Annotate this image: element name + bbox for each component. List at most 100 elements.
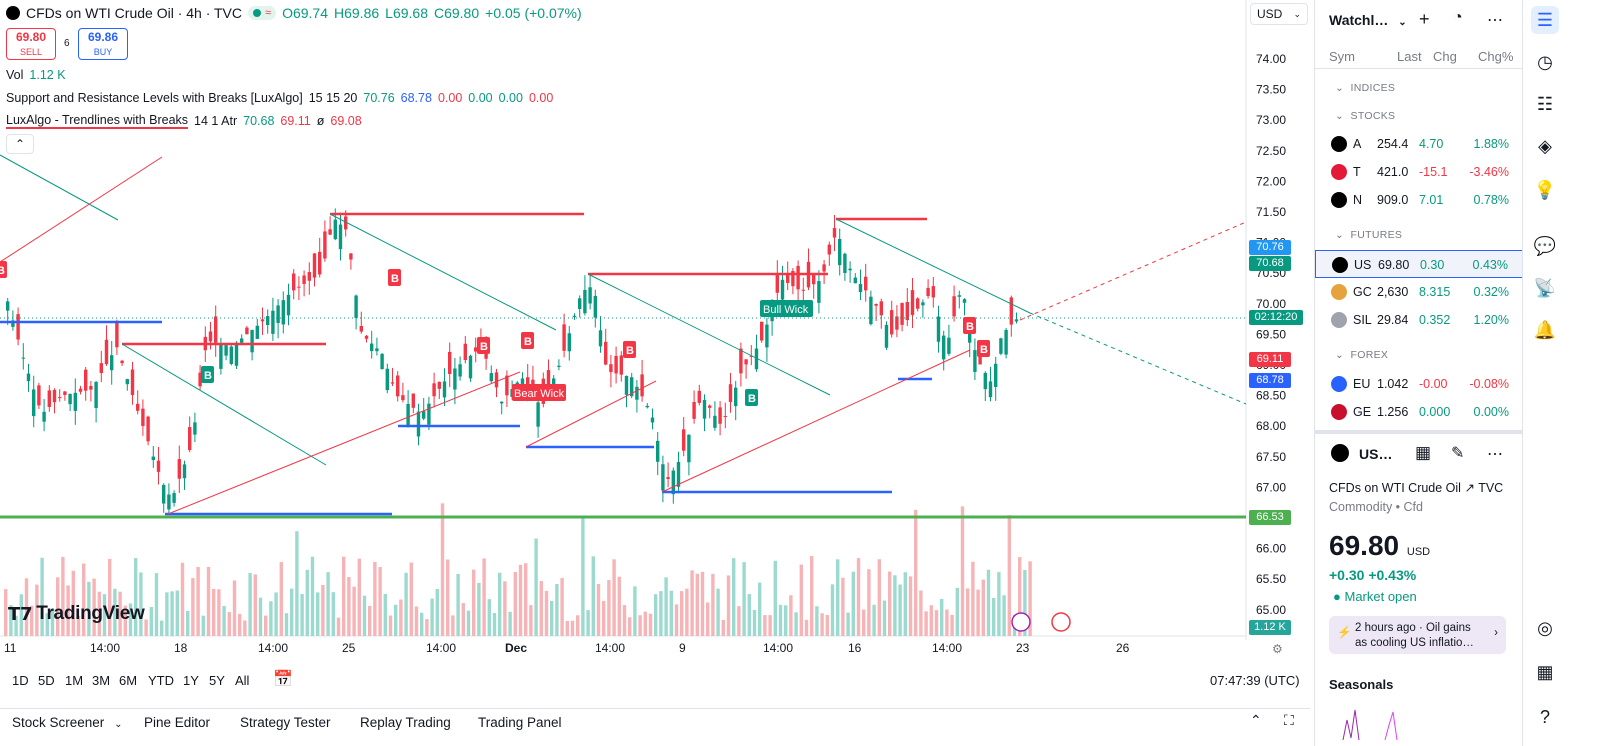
volume-bar <box>97 591 101 636</box>
candle-body <box>47 390 51 407</box>
buy-button[interactable]: 69.86 BUY <box>78 28 128 60</box>
tab-trading-panel[interactable]: Trading Panel <box>478 715 562 730</box>
col-last[interactable]: Last <box>1397 49 1422 64</box>
candle-body <box>333 219 337 240</box>
external-link-icon[interactable]: ↗ <box>1464 481 1475 495</box>
more-icon[interactable]: ⋯ <box>1487 12 1503 29</box>
advanced-view-icon[interactable]: ◔ <box>1453 9 1463 26</box>
candle-body <box>32 389 36 417</box>
chat-icon[interactable]: 💬 <box>1533 236 1557 256</box>
volume-bar <box>373 562 377 636</box>
tradingview-logo[interactable]: 𝗧𝟳 TradingView <box>8 603 145 625</box>
target-icon[interactable]: ◎ <box>1537 618 1553 638</box>
volume-bar <box>830 584 835 636</box>
details-symbol[interactable]: US… <box>1359 446 1393 462</box>
collapse-panel-icon[interactable]: ⌃ <box>1250 712 1262 728</box>
wl-last: 29.84 <box>1377 313 1409 327</box>
seasonals-title[interactable]: Seasonals <box>1329 677 1394 692</box>
status-badge[interactable]: ≈ <box>248 6 277 20</box>
col-sym[interactable]: Sym <box>1329 49 1355 64</box>
section-indices[interactable]: ⌄ INDICES <box>1335 82 1395 94</box>
tab-strategy-tester[interactable]: Strategy Tester <box>240 715 331 730</box>
buy-label: BUY <box>93 47 113 57</box>
sr-legend[interactable]: Support and Resistance Levels with Break… <box>6 91 553 105</box>
calendar-icon[interactable]: 📅 <box>273 671 293 688</box>
calendar-icon[interactable]: ▦ <box>1536 662 1554 682</box>
watchlist-row[interactable]: T 421.0 -15.1 -3.46% <box>1315 158 1523 186</box>
candle-body <box>786 274 790 283</box>
utc-clock[interactable]: 07:47:39 (UTC) <box>1210 673 1300 688</box>
range-5d[interactable]: 5D <box>38 673 55 688</box>
chart-settings-icon[interactable]: ⚙ <box>1272 642 1283 656</box>
wl-chg-pct: 0.32% <box>1473 285 1509 299</box>
volume-bar <box>378 567 382 636</box>
add-symbol-icon[interactable]: + <box>1419 9 1430 29</box>
range-1d[interactable]: 1D <box>12 673 29 688</box>
range-5y[interactable]: 5Y <box>209 673 225 688</box>
range-1y[interactable]: 1Y <box>183 673 199 688</box>
help-icon[interactable]: ? <box>1539 707 1550 727</box>
trendline-down <box>121 343 327 466</box>
more-icon[interactable]: ⋯ <box>1487 446 1503 463</box>
volume-bar <box>258 597 263 636</box>
volume-bar <box>388 615 393 636</box>
alerts-clock-icon[interactable]: ◷ <box>1537 52 1553 72</box>
watchlist-row[interactable]: N 909.0 7.01 0.78% <box>1315 186 1523 214</box>
tab-pine-editor[interactable]: Pine Editor <box>144 715 211 730</box>
volume-legend[interactable]: Vol 1.12 K <box>6 68 66 82</box>
details-name[interactable]: CFDs on WTI Crude Oil <box>1329 481 1461 495</box>
range-all[interactable]: All <box>235 673 250 688</box>
chart-pane[interactable]: 74.0073.5073.0072.5072.0071.5071.0070.50… <box>0 0 1310 686</box>
symbol-title[interactable]: CFDs on WTI Crude Oil · 4h · TVC <box>26 5 243 21</box>
watchlist-row[interactable]: US 69.80 0.30 0.43% <box>1315 250 1523 278</box>
col-chg[interactable]: Chg <box>1433 49 1457 64</box>
range-ytd[interactable]: YTD <box>148 673 174 688</box>
tab-replay-trading[interactable]: Replay Trading <box>360 715 451 730</box>
candle-body <box>832 228 837 238</box>
trendline-down <box>835 218 1031 314</box>
range-3m[interactable]: 3M <box>92 673 111 688</box>
candle-body <box>250 329 254 353</box>
sell-button[interactable]: 69.80 SELL <box>6 28 56 60</box>
broadcast-icon[interactable]: 📡 <box>1533 278 1557 298</box>
col-chg-pct[interactable]: Chg% <box>1478 49 1514 64</box>
watchlist-title[interactable]: Watchl… ⌄ <box>1329 12 1407 28</box>
volume-bar <box>492 612 497 636</box>
volume-bar <box>617 576 621 636</box>
volume-bar <box>368 605 372 636</box>
watchlist-row[interactable]: A 254.4 4.70 1.88% <box>1315 130 1523 158</box>
ideas-icon[interactable]: 💡 <box>1533 180 1557 200</box>
volume-bar <box>960 506 965 636</box>
price-tick: 73.50 <box>1256 83 1286 97</box>
watchlist-row[interactable]: SIL 29.84 0.352 1.20% <box>1315 306 1523 334</box>
notifications-icon[interactable]: 🔔 <box>1533 320 1557 340</box>
range-6m[interactable]: 6M <box>119 673 138 688</box>
news-item[interactable]: ⚡ 2 hours ago · Oil gains as cooling US … <box>1329 616 1506 654</box>
wl-chg: 0.352 <box>1419 313 1451 327</box>
range-1m[interactable]: 1M <box>65 673 84 688</box>
volume-bar <box>674 604 679 636</box>
trendline-legend[interactable]: LuxAlgo - Trendlines with Breaks 14 1 At… <box>6 113 362 129</box>
section-stocks[interactable]: ⌄ STOCKS <box>1335 110 1395 122</box>
collapse-legend-button[interactable]: ⌃ <box>6 134 34 154</box>
price-chart[interactable]: 74.0073.5073.0072.5072.0071.5071.0070.50… <box>0 0 1310 660</box>
tab-stock-screener[interactable]: Stock Screener ⌄ <box>12 715 122 730</box>
currency-select[interactable]: USD ⌄ <box>1250 3 1308 25</box>
section-futures[interactable]: ⌄ FUTURES <box>1335 229 1402 241</box>
candle-body <box>416 411 421 437</box>
maximize-panel-icon[interactable]: ⛶ <box>1284 712 1294 728</box>
layout-icon[interactable]: ▦ <box>1415 443 1432 462</box>
right-sidebar: ☰ ◷ ☷ ◈ 💡 💬 📡 🔔 ◎ ▦ ? <box>1522 0 1566 746</box>
watchlist-row[interactable]: GE 1.256 0.000 0.00% <box>1315 398 1523 426</box>
candle-body <box>396 375 400 397</box>
layers-icon[interactable]: ◈ <box>1538 136 1552 156</box>
watchlist-icon[interactable]: ☰ <box>1531 6 1559 34</box>
edit-icon[interactable]: ✎ <box>1451 445 1465 462</box>
watchlist-row[interactable]: GC 2,630 8.315 0.32% <box>1315 278 1523 306</box>
watchlist-row[interactable]: EU 1.042 -0.00 -0.08% <box>1315 370 1523 398</box>
object-tree-icon[interactable]: ☷ <box>1536 94 1554 114</box>
volume-bar <box>1023 569 1027 636</box>
candle-body <box>734 387 738 407</box>
section-forex[interactable]: ⌄ FOREX <box>1335 349 1388 361</box>
volume-bar <box>425 619 429 636</box>
